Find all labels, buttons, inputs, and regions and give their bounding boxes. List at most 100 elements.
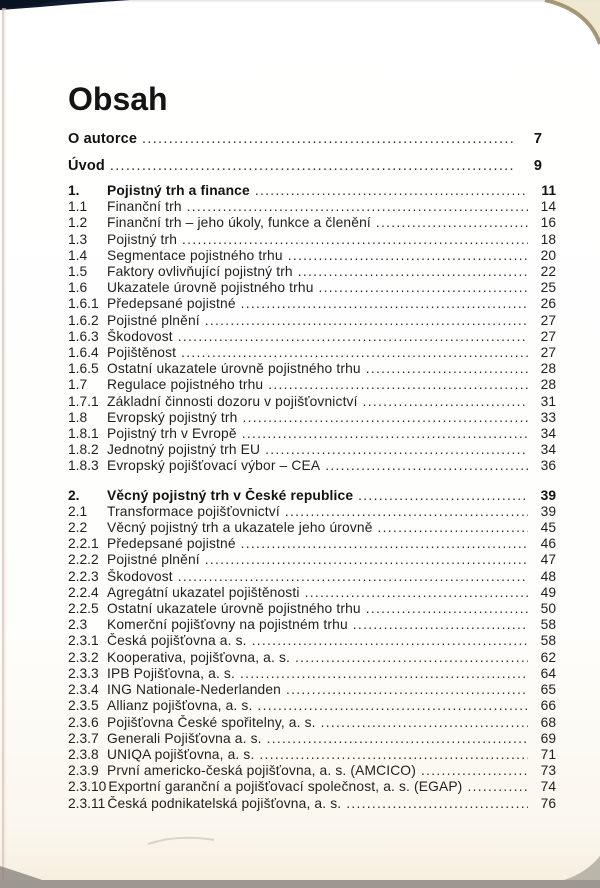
toc-entry: 1.4 Segmentace pojistného trhu 20 — [68, 248, 556, 264]
toc-entry-number: 2.3.1 — [68, 633, 99, 649]
toc-entry-label: Škodovost — [107, 328, 173, 344]
toc-entry-page: 71 — [540, 746, 556, 762]
toc-section-2: 2. Věcný pojistný trh v České republice … — [68, 488, 556, 812]
toc-content: Obsah O autorce 7 Úvod 9 1. Pojistný trh… — [0, 0, 600, 812]
toc-entry-number: 2.3.3 — [68, 665, 99, 681]
bottom-strip — [0, 880, 600, 888]
toc-entry: 2.3.7 Generali Pojišťovna a. s. 69 — [68, 731, 556, 747]
dot-leader — [366, 361, 528, 377]
toc-entry-label: Generali Pojišťovna a. s. — [107, 730, 262, 746]
toc-entry-page: 16 — [540, 215, 556, 231]
toc-entry-label: Komerční pojišťovny na pojistném trhu — [107, 617, 348, 633]
toc-entry-number: 1.8.3 — [68, 458, 99, 474]
toc-entry-label: Předepsané pojistné — [107, 296, 236, 312]
toc-entry-label: Segmentace pojistného trhu — [107, 247, 283, 263]
dot-leader — [182, 232, 528, 248]
toc-entry-label: Pojistné plnění — [107, 552, 200, 568]
toc-entry-page: 47 — [540, 552, 556, 568]
dot-leader — [346, 796, 528, 812]
toc-entry-page: 58 — [540, 633, 556, 649]
toc-entry-number: 1.6.1 — [68, 296, 99, 312]
toc-entry-page: 73 — [540, 763, 556, 779]
toc-entry-page: 18 — [540, 231, 556, 247]
toc-entry-page: 14 — [540, 199, 556, 215]
toc-entry-label: Věcný pojistný trh v České republice — [107, 487, 354, 503]
toc-entry-number: 1.8.2 — [68, 442, 99, 458]
bottom-left-shadow — [0, 866, 48, 882]
toc-entry-label: Agregátní ukazatel pojištěnosti — [107, 584, 300, 600]
toc-entry: 2.2.2 Pojistné plnění 47 — [68, 552, 556, 568]
toc-entry-number: 1.6 — [68, 280, 88, 296]
dot-leader — [178, 569, 528, 585]
toc-entry: 2.2.1 Předepsané pojistné 46 — [68, 536, 556, 552]
toc-entry-label: Evropský pojistný trh — [107, 409, 238, 425]
toc-entry-page: 48 — [540, 568, 556, 584]
toc-entry-number: 2.3.10 — [68, 779, 107, 795]
toc-entry-number: 2.2.3 — [68, 568, 99, 584]
toc-entry-page: 49 — [540, 584, 556, 600]
dot-leader — [110, 153, 514, 180]
toc-body: 1. Pojistný trh a finance 11 1.1 Finančn… — [68, 183, 556, 812]
toc-entry-page: 46 — [540, 536, 556, 552]
toc-entry-number: 1.6.4 — [68, 345, 99, 361]
toc-entry-label: Ostatní ukazatele úrovně pojistného trhu — [107, 601, 361, 617]
toc-entry-number: 2.3.4 — [68, 682, 99, 698]
toc-entry: 1.6.1 Předepsané pojistné 26 — [68, 296, 556, 312]
toc-entry: 2.3.2 Kooperativa, pojišťovna, a. s. 62 — [68, 650, 556, 666]
toc-entry-label: O autorce — [68, 131, 138, 147]
toc-entry-number: 1.8.1 — [68, 426, 99, 442]
toc-entry: 2.2.3 Škodovost 48 — [68, 569, 556, 585]
toc-entry-label: Ukazatele úrovně pojistného trhu — [107, 280, 314, 296]
toc-entry-label: Pojistný trh a finance — [107, 183, 250, 198]
toc-entry: 1.8 Evropský pojistný trh 33 — [68, 410, 556, 426]
dot-leader — [421, 763, 528, 779]
toc-entry-page: 62 — [540, 649, 556, 665]
toc-entry-number: 1.7 — [68, 377, 88, 393]
toc-entry-number: 1.6.2 — [68, 312, 99, 328]
dot-leader — [257, 698, 528, 714]
toc-section-1: 1. Pojistný trh a finance 11 1.1 Finančn… — [68, 183, 556, 475]
toc-entry: 1.6.4 Pojištěnost 27 — [68, 345, 556, 361]
toc-entry-page: 68 — [540, 714, 556, 730]
toc-entry: 1. Pojistný trh a finance 11 — [68, 183, 556, 199]
toc-entry-label: Škodovost — [107, 568, 173, 584]
toc-entry-page: 9 — [533, 158, 542, 174]
toc-entry-label: UNIQA pojišťovna, a. s. — [107, 746, 255, 762]
toc-entry-page: 39 — [540, 487, 556, 503]
toc-entry-page: 36 — [540, 458, 556, 474]
toc-entry-label: ING Nationale-Nederlanden — [107, 682, 282, 698]
toc-entry-page: 69 — [540, 730, 556, 746]
dot-leader — [288, 248, 528, 264]
dot-leader — [366, 601, 528, 617]
toc-entry-number: 2.3.8 — [68, 746, 99, 762]
toc-entry: 1.8.1 Pojistný trh v Evropě 34 — [68, 426, 556, 442]
toc-entry-page: 27 — [540, 328, 556, 344]
toc-entry-page: 33 — [540, 409, 556, 425]
toc-entry-label: Základní činnosti dozoru v pojišťovnictv… — [107, 393, 358, 409]
toc-entry-number: 2.3.9 — [68, 763, 99, 779]
toc-entry-page: 65 — [540, 682, 556, 698]
toc-entry-number: 2.3.7 — [68, 730, 99, 746]
dot-leader — [376, 215, 528, 231]
dot-leader — [240, 666, 528, 682]
toc-entry-page: 27 — [540, 345, 556, 361]
dot-leader — [259, 747, 528, 763]
toc-entry-number: 2.3.2 — [68, 649, 99, 665]
toc-entry-number: 2.3.5 — [68, 698, 99, 714]
toc-entry: 2.3.5 Allianz pojišťovna, a. s. 66 — [68, 698, 556, 714]
toc-entry: 1.2 Finanční trh – jeho úkoly, funkce a … — [68, 215, 556, 231]
toc-entry: 1.6.3 Škodovost 27 — [68, 329, 556, 345]
toc-entry: 1.7.1 Základní činnosti dozoru v pojišťo… — [68, 394, 556, 410]
toc-entry: 1.6.2 Pojistné plnění 27 — [68, 313, 556, 329]
dot-leader — [353, 617, 528, 633]
toc-entry-label: Věcný pojistný trh a ukazatele jeho úrov… — [107, 520, 373, 536]
toc-entry-number: 1. — [68, 183, 80, 198]
dot-leader — [241, 296, 528, 312]
toc-entry-page: 45 — [540, 520, 556, 536]
dot-leader — [286, 682, 528, 698]
toc-entry-number: 1.6.5 — [68, 361, 99, 377]
toc-entry-number: 2.3.11 — [68, 795, 106, 811]
dot-leader — [255, 183, 528, 199]
dot-leader — [241, 536, 528, 552]
toc-entry-page: 7 — [533, 131, 542, 147]
